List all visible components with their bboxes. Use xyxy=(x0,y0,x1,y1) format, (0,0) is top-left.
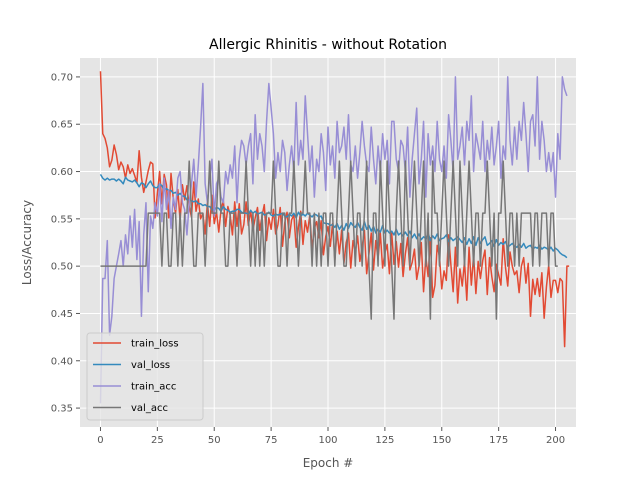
x-tick-label: 200 xyxy=(546,435,565,446)
legend-label-train-acc: train_acc xyxy=(131,382,176,393)
legend-label-val-loss: val_loss xyxy=(131,360,170,371)
y-tick-label: 0.50 xyxy=(51,262,73,273)
series-layer xyxy=(99,71,570,404)
series-line-val-acc xyxy=(100,160,558,320)
chart-title: Allergic Rhinitis - without Rotation xyxy=(209,37,447,53)
legend: train_loss val_loss train_acc val_acc xyxy=(86,332,204,421)
x-tick-label: 25 xyxy=(151,435,164,446)
legend-label-val-acc: val_acc xyxy=(131,403,168,414)
x-tick-label: 175 xyxy=(489,435,508,446)
x-tick-label: 125 xyxy=(375,435,394,446)
y-tick-label: 0.70 xyxy=(51,72,73,83)
y-tick-label: 0.35 xyxy=(51,404,73,415)
y-tick-label: 0.40 xyxy=(51,356,73,367)
y-axis: 0.35 0.40 0.45 0.50 0.55 0.60 0.65 0.70 xyxy=(51,72,80,415)
y-tick-label: 0.55 xyxy=(51,214,73,225)
x-tick-label: 100 xyxy=(318,435,337,446)
x-tick-label: 50 xyxy=(208,435,221,446)
x-tick-label: 0 xyxy=(97,435,103,446)
y-tick-label: 0.45 xyxy=(51,309,73,320)
y-axis-label: Loss/Accuracy xyxy=(20,200,34,285)
legend-label-train-loss: train_loss xyxy=(131,339,179,350)
x-tick-label: 75 xyxy=(265,435,278,446)
y-tick-label: 0.65 xyxy=(51,120,73,131)
x-tick-label: 150 xyxy=(432,435,451,446)
y-tick-label: 0.60 xyxy=(51,167,73,178)
x-axis: 0 25 50 75 100 125 150 175 200 xyxy=(97,427,565,446)
legend-box xyxy=(86,332,204,421)
series-line-train-acc xyxy=(99,76,568,404)
x-axis-label: Epoch # xyxy=(303,456,354,470)
